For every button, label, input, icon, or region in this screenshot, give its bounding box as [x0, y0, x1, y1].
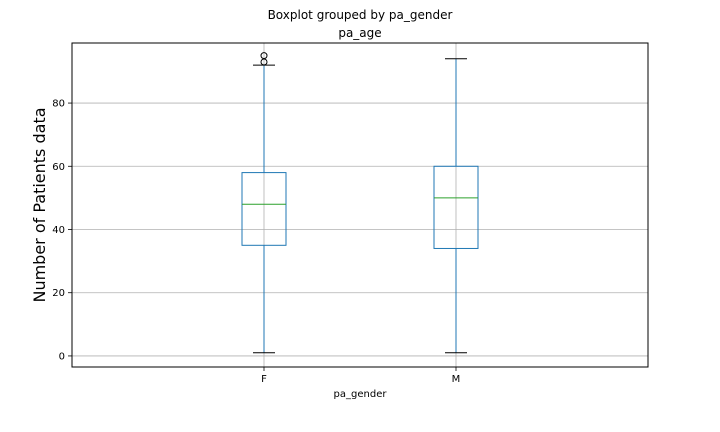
chart-title: pa_age [338, 26, 381, 40]
plot-frame [71, 42, 649, 368]
outlier-point [260, 52, 268, 60]
grid-layer [72, 43, 648, 367]
y-tick-label: 20 [52, 288, 65, 299]
x-tick-label: M [452, 374, 461, 385]
box-group-F [241, 52, 287, 354]
box-group-M [433, 58, 479, 354]
y-tick-label: 80 [52, 99, 65, 110]
chart-suptitle: Boxplot grouped by pa_gender [268, 8, 453, 22]
iqr-box [433, 165, 479, 249]
y-tick-label: 0 [59, 351, 65, 362]
x-axis-label: pa_gender [334, 389, 388, 400]
x-tick-label: F [261, 374, 267, 385]
y-axis: 0 20 40 60 80 [52, 99, 72, 362]
y-axis-label: Number of Patients data [30, 107, 49, 302]
y-tick-label: 60 [52, 162, 65, 173]
y-tick-label: 40 [52, 225, 65, 236]
box-layer [241, 52, 479, 354]
iqr-box [241, 172, 287, 246]
